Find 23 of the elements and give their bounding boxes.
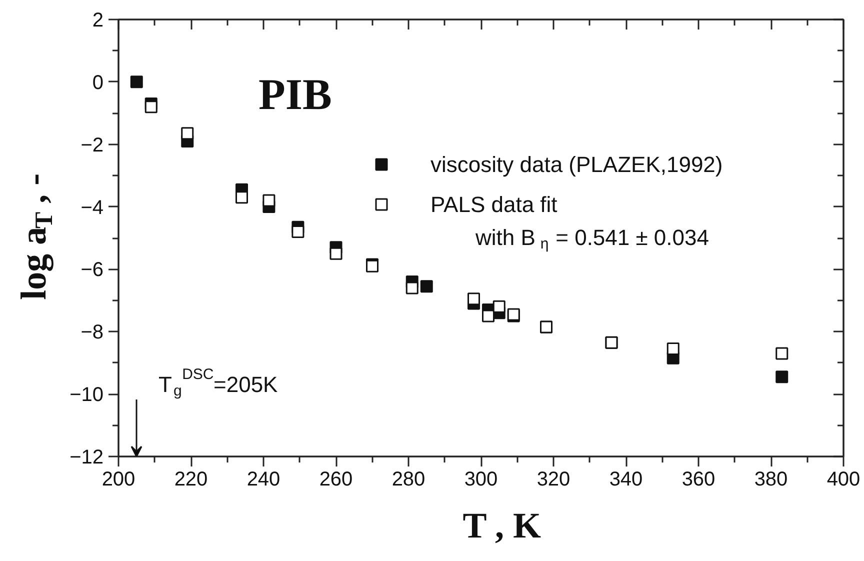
text: PIB <box>258 70 332 119</box>
x-tick-label: 280 <box>392 468 426 490</box>
y-tick-label: −2 <box>80 134 104 156</box>
x-axis-title: T , K <box>462 506 542 546</box>
x-tick-label: 380 <box>754 468 788 490</box>
legend-label: viscosity data (PLAZEK,1992) <box>430 152 723 177</box>
y-tick-label: −4 <box>80 196 104 219</box>
x-tick-label: 300 <box>464 468 498 490</box>
x-tick-label: 400 <box>826 468 860 490</box>
y-tick-label: −12 <box>70 446 104 468</box>
y-tick-label: 2 <box>92 10 104 32</box>
y-tick-label: −8 <box>80 322 104 344</box>
x-tick-label: 240 <box>246 468 280 490</box>
y-tick-label: −6 <box>80 259 104 282</box>
y-tick-label: −10 <box>70 384 104 406</box>
y-tick-label: 0 <box>92 72 104 94</box>
y-axis-title: log aT , - <box>14 173 58 300</box>
x-tick-label: 360 <box>682 468 716 490</box>
x-tick-label: 260 <box>319 468 353 490</box>
x-tick-label: 200 <box>102 468 136 490</box>
x-tick-label: 220 <box>174 468 208 490</box>
x-tick-label: 340 <box>609 468 643 490</box>
x-tick-label: 320 <box>536 468 570 490</box>
